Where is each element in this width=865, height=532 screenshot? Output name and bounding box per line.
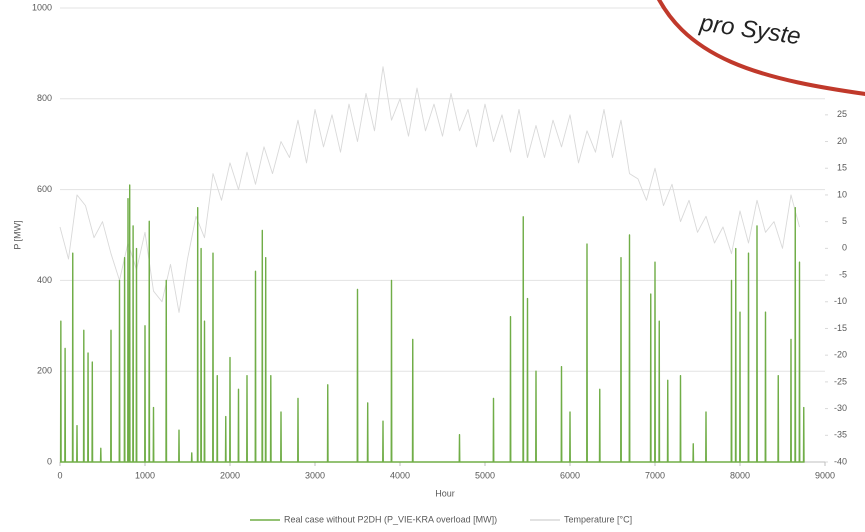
- y2-tick-label: 20: [837, 136, 847, 146]
- y2-tick-label: 0: [842, 243, 847, 253]
- x-tick-label: 4000: [390, 470, 410, 480]
- y2-tick-label: -35: [834, 430, 847, 440]
- x-tick-label: 7000: [645, 470, 665, 480]
- y2-tick-label: -40: [834, 456, 847, 466]
- y-tick-label: 200: [37, 366, 52, 376]
- y-tick-label: 0: [47, 456, 52, 466]
- legend-label: Real case without P2DH (P_VIE-KRA overlo…: [284, 514, 497, 524]
- y2-tick-label: -30: [834, 403, 847, 413]
- x-tick-label: 3000: [305, 470, 325, 480]
- callout-shape: [657, 0, 865, 96]
- y-axis-label: P [MW]: [12, 220, 22, 249]
- x-tick-label: 9000: [815, 470, 835, 480]
- y-tick-label: 400: [37, 275, 52, 285]
- y-tick-label: 1000: [32, 2, 52, 12]
- x-tick-label: 8000: [730, 470, 750, 480]
- series-line: [59, 66, 800, 313]
- y-tick-label: 600: [37, 184, 52, 194]
- y2-tick-label: 10: [837, 189, 847, 199]
- y2-tick-label: -10: [834, 296, 847, 306]
- x-tick-label: 2000: [220, 470, 240, 480]
- y2-tick-label: -5: [839, 269, 847, 279]
- legend-label: Temperature [°C]: [564, 514, 632, 524]
- y2-tick-label: -15: [834, 323, 847, 333]
- y2-tick-label: 5: [842, 216, 847, 226]
- x-tick-label: 1000: [135, 470, 155, 480]
- x-tick-label: 0: [57, 470, 62, 480]
- y-tick-label: 800: [37, 93, 52, 103]
- y2-tick-label: -20: [834, 350, 847, 360]
- y2-tick-label: -25: [834, 376, 847, 386]
- series-line: [59, 184, 805, 463]
- x-axis-label: Hour: [435, 488, 455, 498]
- x-tick-label: 5000: [475, 470, 495, 480]
- x-tick-label: 6000: [560, 470, 580, 480]
- y2-tick-label: 25: [837, 109, 847, 119]
- y2-tick-label: 15: [837, 163, 847, 173]
